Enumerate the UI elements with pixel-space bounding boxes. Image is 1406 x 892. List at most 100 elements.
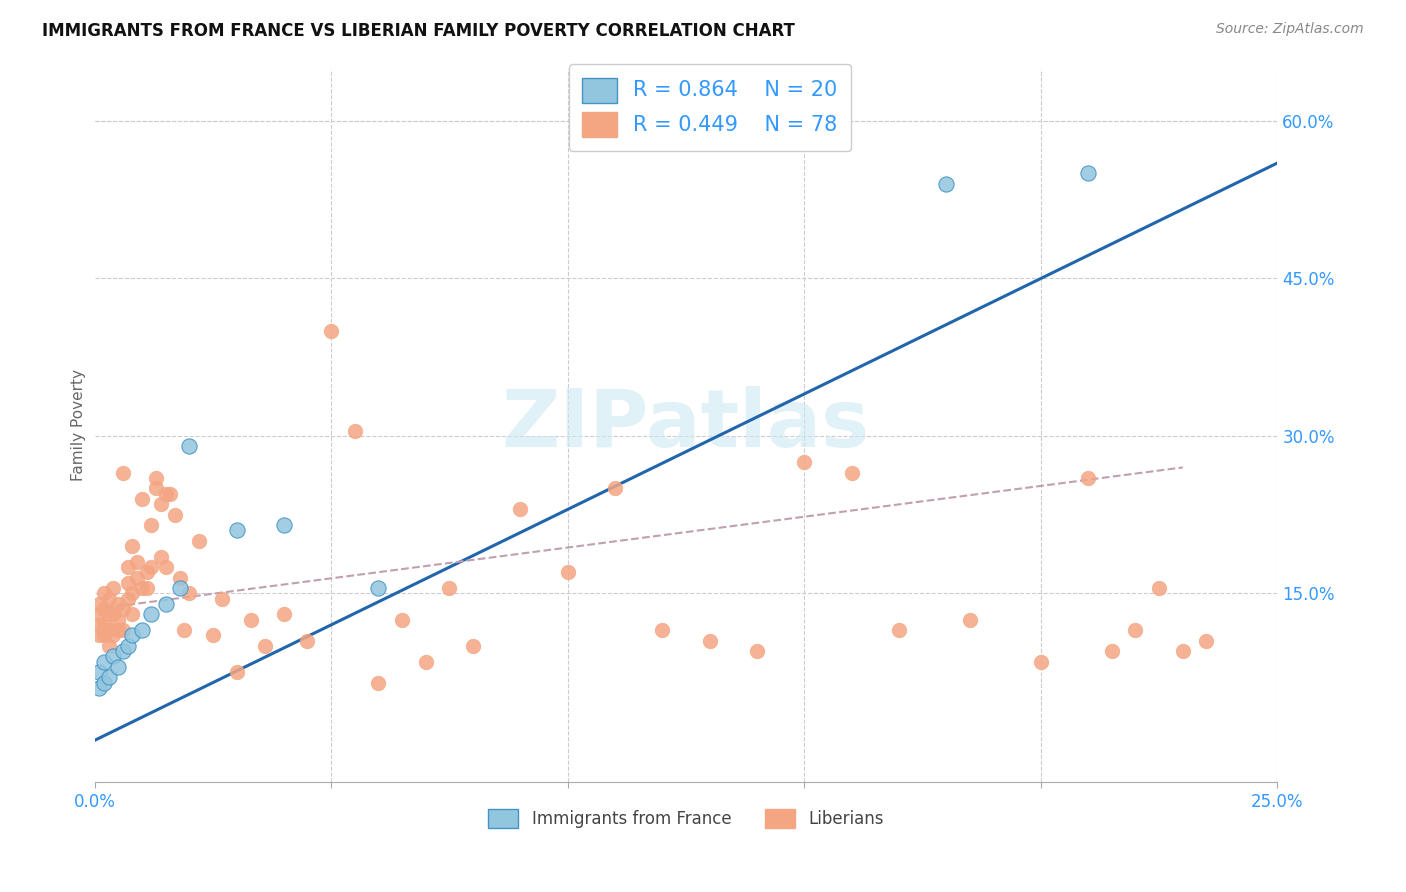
- Point: [1077, 471, 1099, 485]
- Point: [343, 424, 366, 438]
- Point: [187, 533, 209, 548]
- Point: [103, 607, 125, 622]
- Point: [107, 597, 129, 611]
- Point: [959, 613, 981, 627]
- Point: [111, 602, 134, 616]
- Point: [699, 633, 721, 648]
- Point: [131, 491, 153, 506]
- Y-axis label: Family Poverty: Family Poverty: [72, 369, 86, 482]
- Point: [97, 607, 120, 622]
- Point: [103, 649, 125, 664]
- Point: [97, 670, 120, 684]
- Point: [111, 623, 134, 637]
- Point: [145, 471, 167, 485]
- Point: [225, 665, 247, 680]
- Point: [131, 581, 153, 595]
- Point: [121, 607, 143, 622]
- Point: [111, 644, 134, 658]
- Point: [93, 675, 115, 690]
- Point: [273, 518, 295, 533]
- Point: [935, 177, 957, 191]
- Point: [93, 655, 115, 669]
- Point: [93, 586, 115, 600]
- Point: [149, 549, 172, 564]
- Point: [557, 566, 579, 580]
- Text: ZIPatlas: ZIPatlas: [502, 386, 870, 465]
- Point: [141, 560, 163, 574]
- Point: [169, 571, 191, 585]
- Point: [103, 628, 125, 642]
- Point: [93, 602, 115, 616]
- Point: [121, 586, 143, 600]
- Point: [253, 639, 276, 653]
- Point: [461, 639, 484, 653]
- Point: [1147, 581, 1170, 595]
- Point: [103, 581, 125, 595]
- Point: [97, 639, 120, 653]
- Legend: Immigrants from France, Liberians: Immigrants from France, Liberians: [482, 802, 890, 835]
- Point: [159, 486, 181, 500]
- Point: [439, 581, 461, 595]
- Point: [93, 618, 115, 632]
- Point: [173, 623, 195, 637]
- Point: [121, 628, 143, 642]
- Point: [131, 623, 153, 637]
- Point: [163, 508, 186, 522]
- Point: [367, 581, 389, 595]
- Point: [141, 607, 163, 622]
- Point: [89, 597, 111, 611]
- Point: [141, 518, 163, 533]
- Point: [321, 324, 343, 338]
- Point: [155, 597, 177, 611]
- Point: [273, 607, 295, 622]
- Point: [117, 575, 139, 590]
- Point: [179, 586, 201, 600]
- Point: [793, 455, 815, 469]
- Point: [127, 571, 149, 585]
- Point: [97, 591, 120, 606]
- Point: [111, 466, 134, 480]
- Point: [1101, 644, 1123, 658]
- Point: [211, 591, 233, 606]
- Point: [127, 555, 149, 569]
- Point: [135, 566, 157, 580]
- Point: [415, 655, 437, 669]
- Point: [117, 560, 139, 574]
- Point: [169, 581, 191, 595]
- Point: [107, 623, 129, 637]
- Point: [201, 628, 224, 642]
- Point: [149, 497, 172, 511]
- Point: [107, 660, 129, 674]
- Point: [155, 560, 177, 574]
- Point: [1029, 655, 1052, 669]
- Point: [89, 607, 111, 622]
- Point: [651, 623, 673, 637]
- Point: [121, 539, 143, 553]
- Point: [97, 623, 120, 637]
- Point: [117, 591, 139, 606]
- Text: Source: ZipAtlas.com: Source: ZipAtlas.com: [1216, 22, 1364, 37]
- Point: [89, 665, 111, 680]
- Point: [603, 482, 626, 496]
- Point: [117, 639, 139, 653]
- Point: [155, 486, 177, 500]
- Point: [225, 524, 247, 538]
- Point: [1077, 167, 1099, 181]
- Point: [297, 633, 319, 648]
- Point: [107, 613, 129, 627]
- Point: [135, 581, 157, 595]
- Point: [509, 502, 531, 516]
- Point: [1125, 623, 1147, 637]
- Point: [367, 675, 389, 690]
- Point: [391, 613, 413, 627]
- Point: [89, 681, 111, 695]
- Point: [239, 613, 262, 627]
- Point: [145, 482, 167, 496]
- Point: [93, 628, 115, 642]
- Point: [841, 466, 863, 480]
- Point: [745, 644, 768, 658]
- Point: [89, 628, 111, 642]
- Text: IMMIGRANTS FROM FRANCE VS LIBERIAN FAMILY POVERTY CORRELATION CHART: IMMIGRANTS FROM FRANCE VS LIBERIAN FAMIL…: [42, 22, 794, 40]
- Point: [179, 439, 201, 453]
- Point: [1195, 633, 1218, 648]
